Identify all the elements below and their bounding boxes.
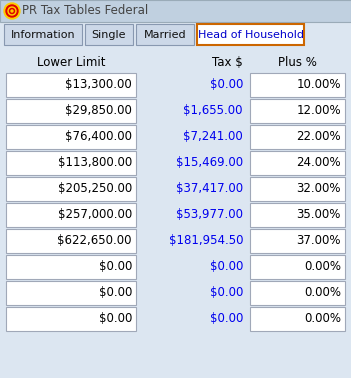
FancyBboxPatch shape (6, 203, 136, 227)
FancyBboxPatch shape (250, 307, 345, 331)
FancyBboxPatch shape (6, 307, 136, 331)
FancyBboxPatch shape (250, 229, 345, 253)
FancyBboxPatch shape (6, 281, 136, 305)
Text: 0.00%: 0.00% (304, 287, 341, 299)
Circle shape (8, 7, 16, 15)
FancyBboxPatch shape (136, 24, 194, 45)
Circle shape (11, 10, 13, 12)
FancyBboxPatch shape (250, 125, 345, 149)
Text: Plus %: Plus % (278, 56, 317, 68)
Text: 22.00%: 22.00% (296, 130, 341, 144)
Text: $181,954.50: $181,954.50 (168, 234, 243, 248)
Text: 12.00%: 12.00% (296, 104, 341, 118)
FancyBboxPatch shape (250, 177, 345, 201)
FancyBboxPatch shape (6, 151, 136, 175)
FancyBboxPatch shape (250, 255, 345, 279)
FancyBboxPatch shape (6, 229, 136, 253)
Text: $0.00: $0.00 (210, 260, 243, 274)
FancyBboxPatch shape (6, 125, 136, 149)
Text: 35.00%: 35.00% (297, 209, 341, 222)
Text: $15,469.00: $15,469.00 (176, 156, 243, 169)
Text: $76,400.00: $76,400.00 (65, 130, 132, 144)
Text: Single: Single (92, 29, 126, 39)
Text: 32.00%: 32.00% (297, 183, 341, 195)
FancyBboxPatch shape (250, 281, 345, 305)
Text: $0.00: $0.00 (99, 313, 132, 325)
Text: $0.00: $0.00 (210, 313, 243, 325)
FancyBboxPatch shape (0, 22, 351, 49)
Circle shape (6, 5, 18, 17)
Text: Lower Limit: Lower Limit (37, 56, 105, 68)
FancyBboxPatch shape (250, 151, 345, 175)
Text: $37,417.00: $37,417.00 (176, 183, 243, 195)
Text: $0.00: $0.00 (99, 287, 132, 299)
Text: $1,655.00: $1,655.00 (184, 104, 243, 118)
Text: PR Tax Tables Federal: PR Tax Tables Federal (22, 5, 148, 17)
Text: Tax $: Tax $ (212, 56, 243, 68)
FancyBboxPatch shape (197, 24, 304, 45)
Text: $0.00: $0.00 (210, 287, 243, 299)
Text: 37.00%: 37.00% (297, 234, 341, 248)
FancyBboxPatch shape (250, 73, 345, 97)
Text: $7,241.00: $7,241.00 (183, 130, 243, 144)
Text: 10.00%: 10.00% (297, 79, 341, 91)
Text: $0.00: $0.00 (99, 260, 132, 274)
Text: $0.00: $0.00 (210, 79, 243, 91)
FancyBboxPatch shape (4, 24, 82, 45)
Text: $205,250.00: $205,250.00 (58, 183, 132, 195)
Text: Head of Household: Head of Household (198, 29, 304, 39)
Text: 0.00%: 0.00% (304, 313, 341, 325)
Text: $13,300.00: $13,300.00 (65, 79, 132, 91)
Text: $622,650.00: $622,650.00 (58, 234, 132, 248)
Circle shape (9, 8, 14, 14)
Text: 24.00%: 24.00% (296, 156, 341, 169)
FancyBboxPatch shape (0, 0, 351, 22)
Text: Married: Married (144, 29, 186, 39)
Text: Information: Information (11, 29, 75, 39)
FancyBboxPatch shape (250, 99, 345, 123)
Text: $53,977.00: $53,977.00 (176, 209, 243, 222)
FancyBboxPatch shape (6, 177, 136, 201)
FancyBboxPatch shape (6, 255, 136, 279)
Circle shape (4, 3, 20, 19)
FancyBboxPatch shape (250, 203, 345, 227)
Text: $257,000.00: $257,000.00 (58, 209, 132, 222)
FancyBboxPatch shape (85, 24, 133, 45)
FancyBboxPatch shape (6, 73, 136, 97)
Text: $29,850.00: $29,850.00 (65, 104, 132, 118)
Text: 0.00%: 0.00% (304, 260, 341, 274)
Text: $113,800.00: $113,800.00 (58, 156, 132, 169)
FancyBboxPatch shape (6, 99, 136, 123)
